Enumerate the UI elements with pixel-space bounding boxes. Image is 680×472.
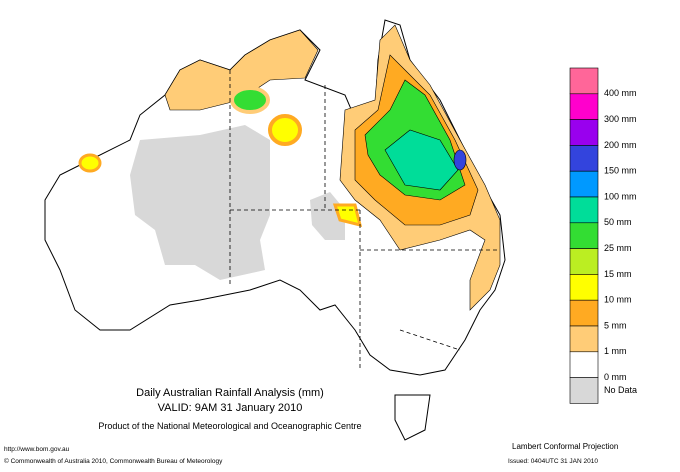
rain-150mm: [453, 149, 467, 171]
legend-label: 50 mm: [604, 217, 632, 227]
legend-swatch: [569, 170, 599, 198]
valid-date: VALID: 9AM 31 January 2010: [158, 402, 303, 414]
no-data-area: [130, 125, 270, 280]
legend-swatch: [569, 248, 599, 275]
legend-swatch: [569, 196, 599, 224]
rain-10mm: [268, 114, 302, 146]
legend-label: 15 mm: [604, 269, 632, 279]
legend-label: 5 mm: [604, 320, 627, 330]
legend-swatch: [569, 67, 599, 95]
legend-swatch: [569, 222, 599, 249]
legend-label: 1 mm: [604, 346, 627, 356]
legend-label: 0 mm: [604, 372, 627, 382]
state-border: [229, 70, 500, 370]
map-title: Daily Australian Rainfall Analysis (mm): [136, 387, 324, 399]
legend-swatch: [569, 351, 599, 378]
legend-swatch: [569, 145, 599, 172]
tasmania: [394, 394, 431, 441]
legend-swatch: [569, 325, 599, 353]
legend: 400 mm 300 mm 200 mm 150 mm 100 mm 50 mm 25 mm…: [569, 67, 637, 404]
legend-label: 200 mm: [604, 140, 637, 150]
rain-10mm: [78, 153, 102, 173]
url: http://www.bom.gov.au: [4, 446, 70, 453]
rain-50mm: [384, 129, 459, 191]
legend-label: 10 mm: [604, 295, 632, 305]
legend-label: 150 mm: [604, 166, 637, 176]
legend-swatch: [569, 377, 599, 404]
copyright: © Commonwealth of Australia 2010, Common…: [4, 457, 223, 465]
legend-label: No Data: [604, 385, 637, 395]
legend-label: 300 mm: [604, 114, 637, 124]
map: [44, 19, 506, 441]
product-note: Product of the National Meteorological a…: [98, 421, 361, 431]
legend-swatch: [569, 119, 599, 146]
issued: Issued: 0404UTC 31 JAN 2010: [508, 458, 598, 465]
legend-swatch: [569, 274, 599, 301]
rain-25mm: [230, 86, 270, 114]
legend-swatch: [569, 93, 599, 120]
legend-label: 100 mm: [604, 191, 637, 201]
legend-swatch: [569, 299, 599, 327]
projection: Lambert Conformal Projection: [512, 442, 618, 451]
rain-1mm: [164, 29, 319, 111]
legend-label: 400 mm: [604, 88, 637, 98]
legend-label: 25 mm: [604, 243, 632, 253]
